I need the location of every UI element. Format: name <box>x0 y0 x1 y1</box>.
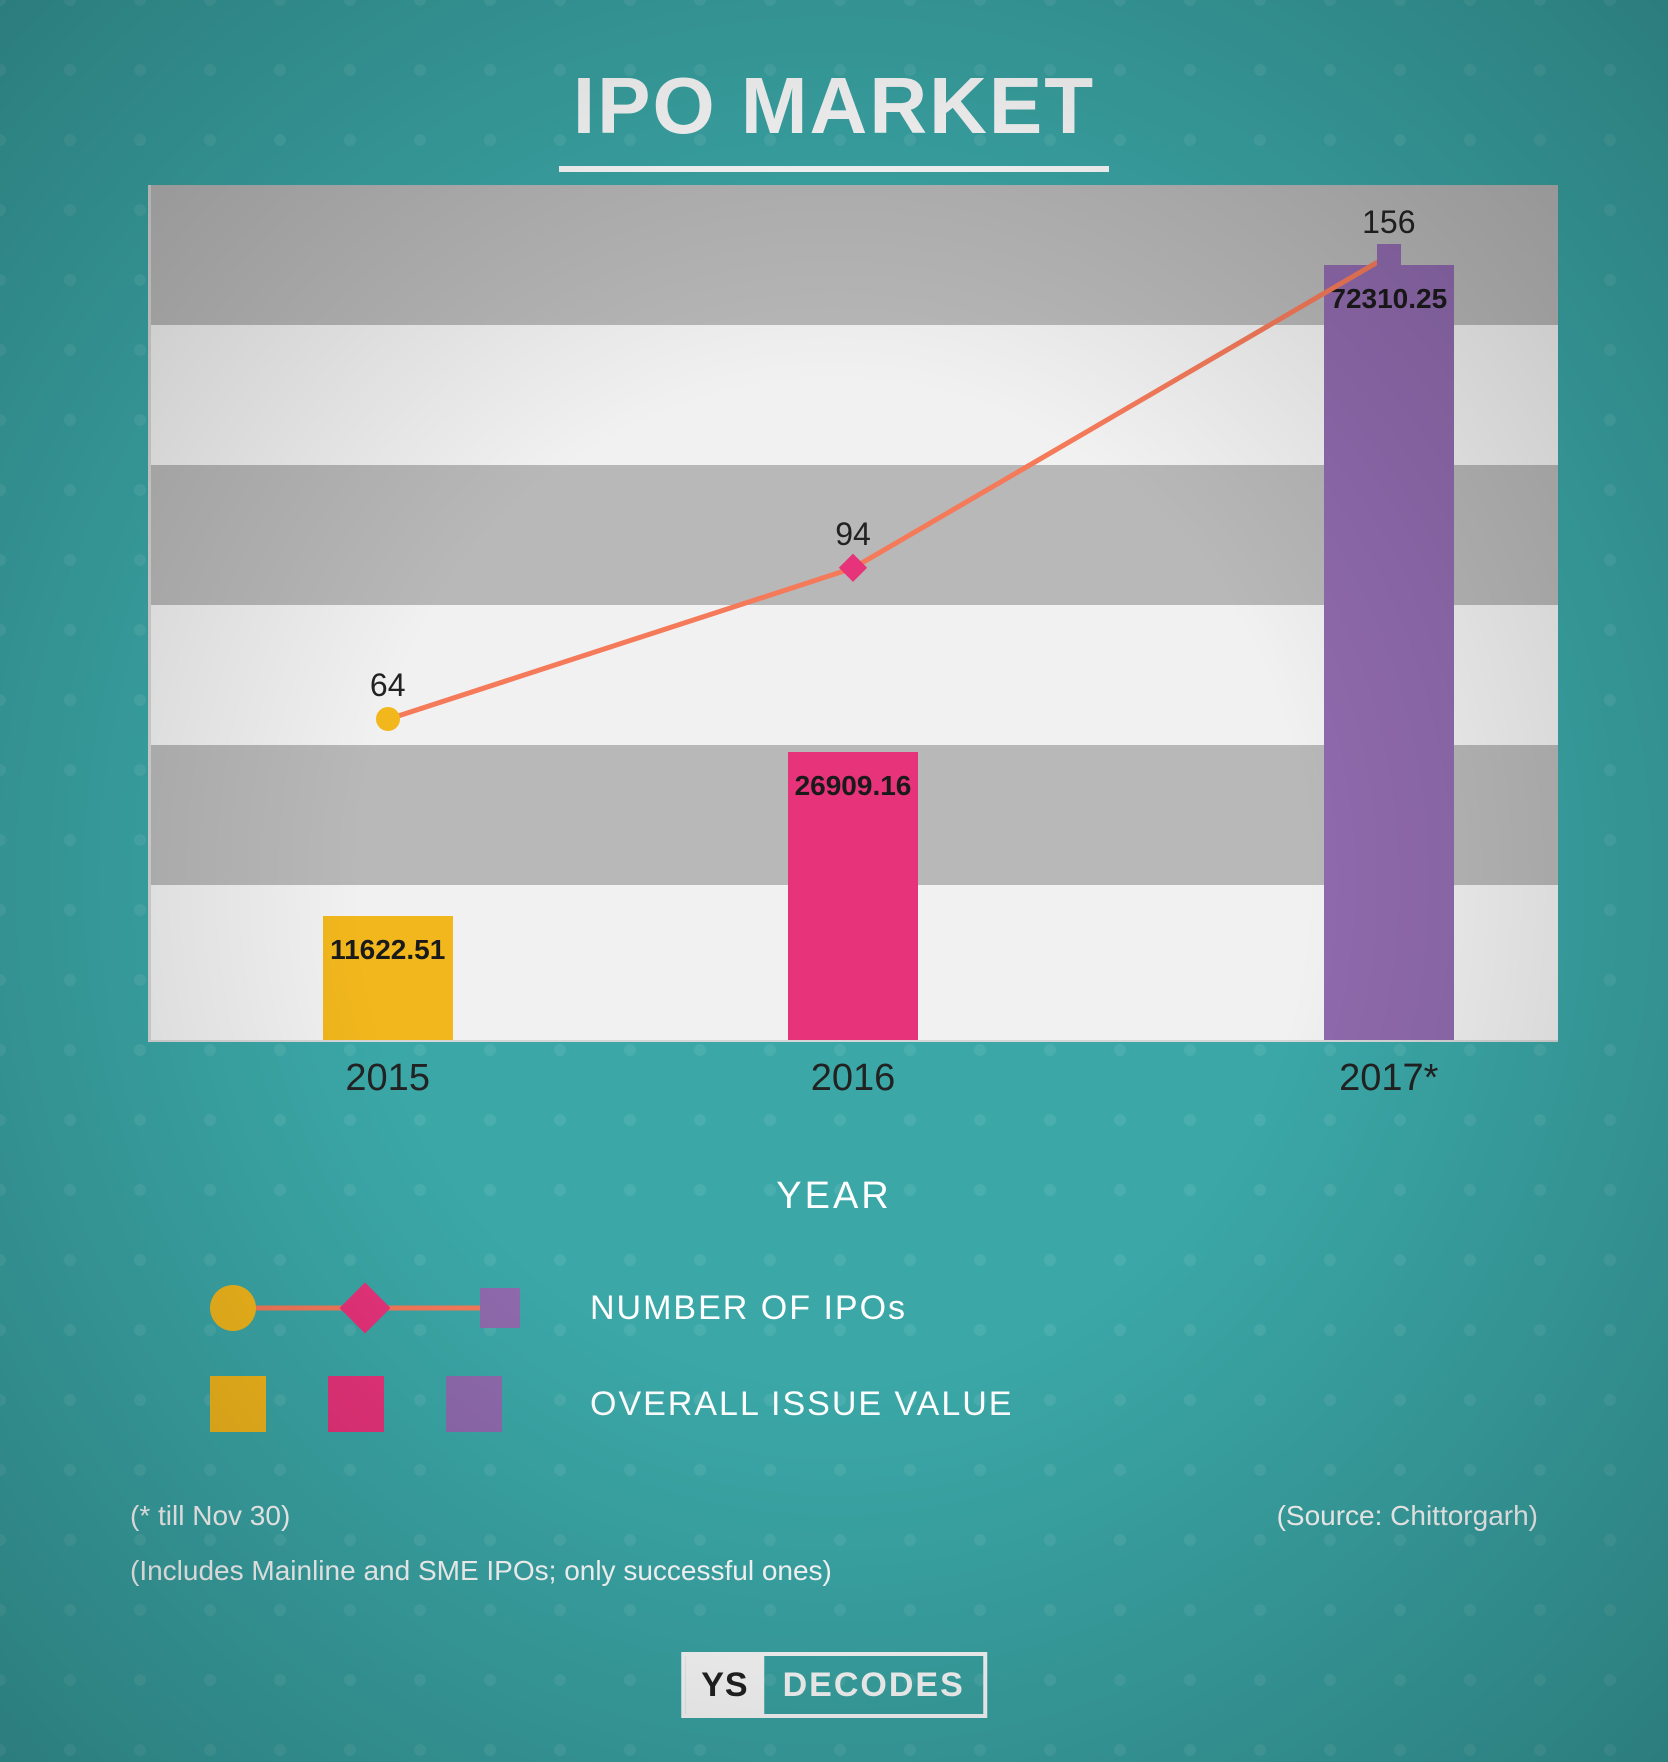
point-label: 94 <box>835 516 871 553</box>
point-label: 64 <box>370 667 406 704</box>
y-axis <box>148 185 151 1042</box>
legend-marker-square <box>480 1288 520 1328</box>
legend-label-line: NUMBER OF IPOs <box>590 1289 907 1328</box>
legend: NUMBER OF IPOs OVERALL ISSUE VALUE <box>210 1280 1014 1472</box>
point-label: 156 <box>1362 204 1415 241</box>
x-axis <box>148 1040 1558 1042</box>
point-2015 <box>376 707 400 731</box>
legend-marker-circle <box>210 1285 256 1331</box>
x-tick-label: 2015 <box>345 1057 430 1100</box>
legend-row-line: NUMBER OF IPOs <box>210 1280 1014 1336</box>
point-2017 <box>1377 244 1401 268</box>
brand-right: DECODES <box>765 1656 983 1714</box>
legend-row-bars: OVERALL ISSUE VALUE <box>210 1376 1014 1432</box>
chart-area: 11622.51 26909.16 72310.25 64 94 156 201… <box>110 185 1558 1080</box>
legend-line-markers <box>210 1280 520 1336</box>
legend-swatch <box>328 1376 384 1432</box>
infographic-canvas: IPO MARKET 11622.51 26909.16 72310.25 64… <box>0 0 1668 1762</box>
x-tick-label: 2017* <box>1339 1057 1438 1100</box>
footnote-right: (Source: Chittorgarh) <box>1277 1500 1538 1532</box>
x-axis-title: YEAR <box>0 1175 1668 1218</box>
footnote-left-1: (* till Nov 30) <box>130 1500 290 1532</box>
brand-left: YS <box>685 1656 764 1714</box>
footnote-left-2: (Includes Mainline and SME IPOs; only su… <box>130 1555 832 1587</box>
title-underline <box>559 166 1109 172</box>
legend-bar-swatches <box>210 1376 520 1432</box>
title-text: IPO MARKET <box>0 60 1668 152</box>
legend-swatch <box>446 1376 502 1432</box>
legend-label-bars: OVERALL ISSUE VALUE <box>590 1385 1014 1424</box>
legend-swatch <box>210 1376 266 1432</box>
brand-badge: YS DECODES <box>681 1652 987 1718</box>
x-tick-label: 2016 <box>811 1057 896 1100</box>
page-title: IPO MARKET <box>0 60 1668 172</box>
legend-marker-diamond <box>340 1283 391 1334</box>
line-series <box>110 185 1558 1080</box>
